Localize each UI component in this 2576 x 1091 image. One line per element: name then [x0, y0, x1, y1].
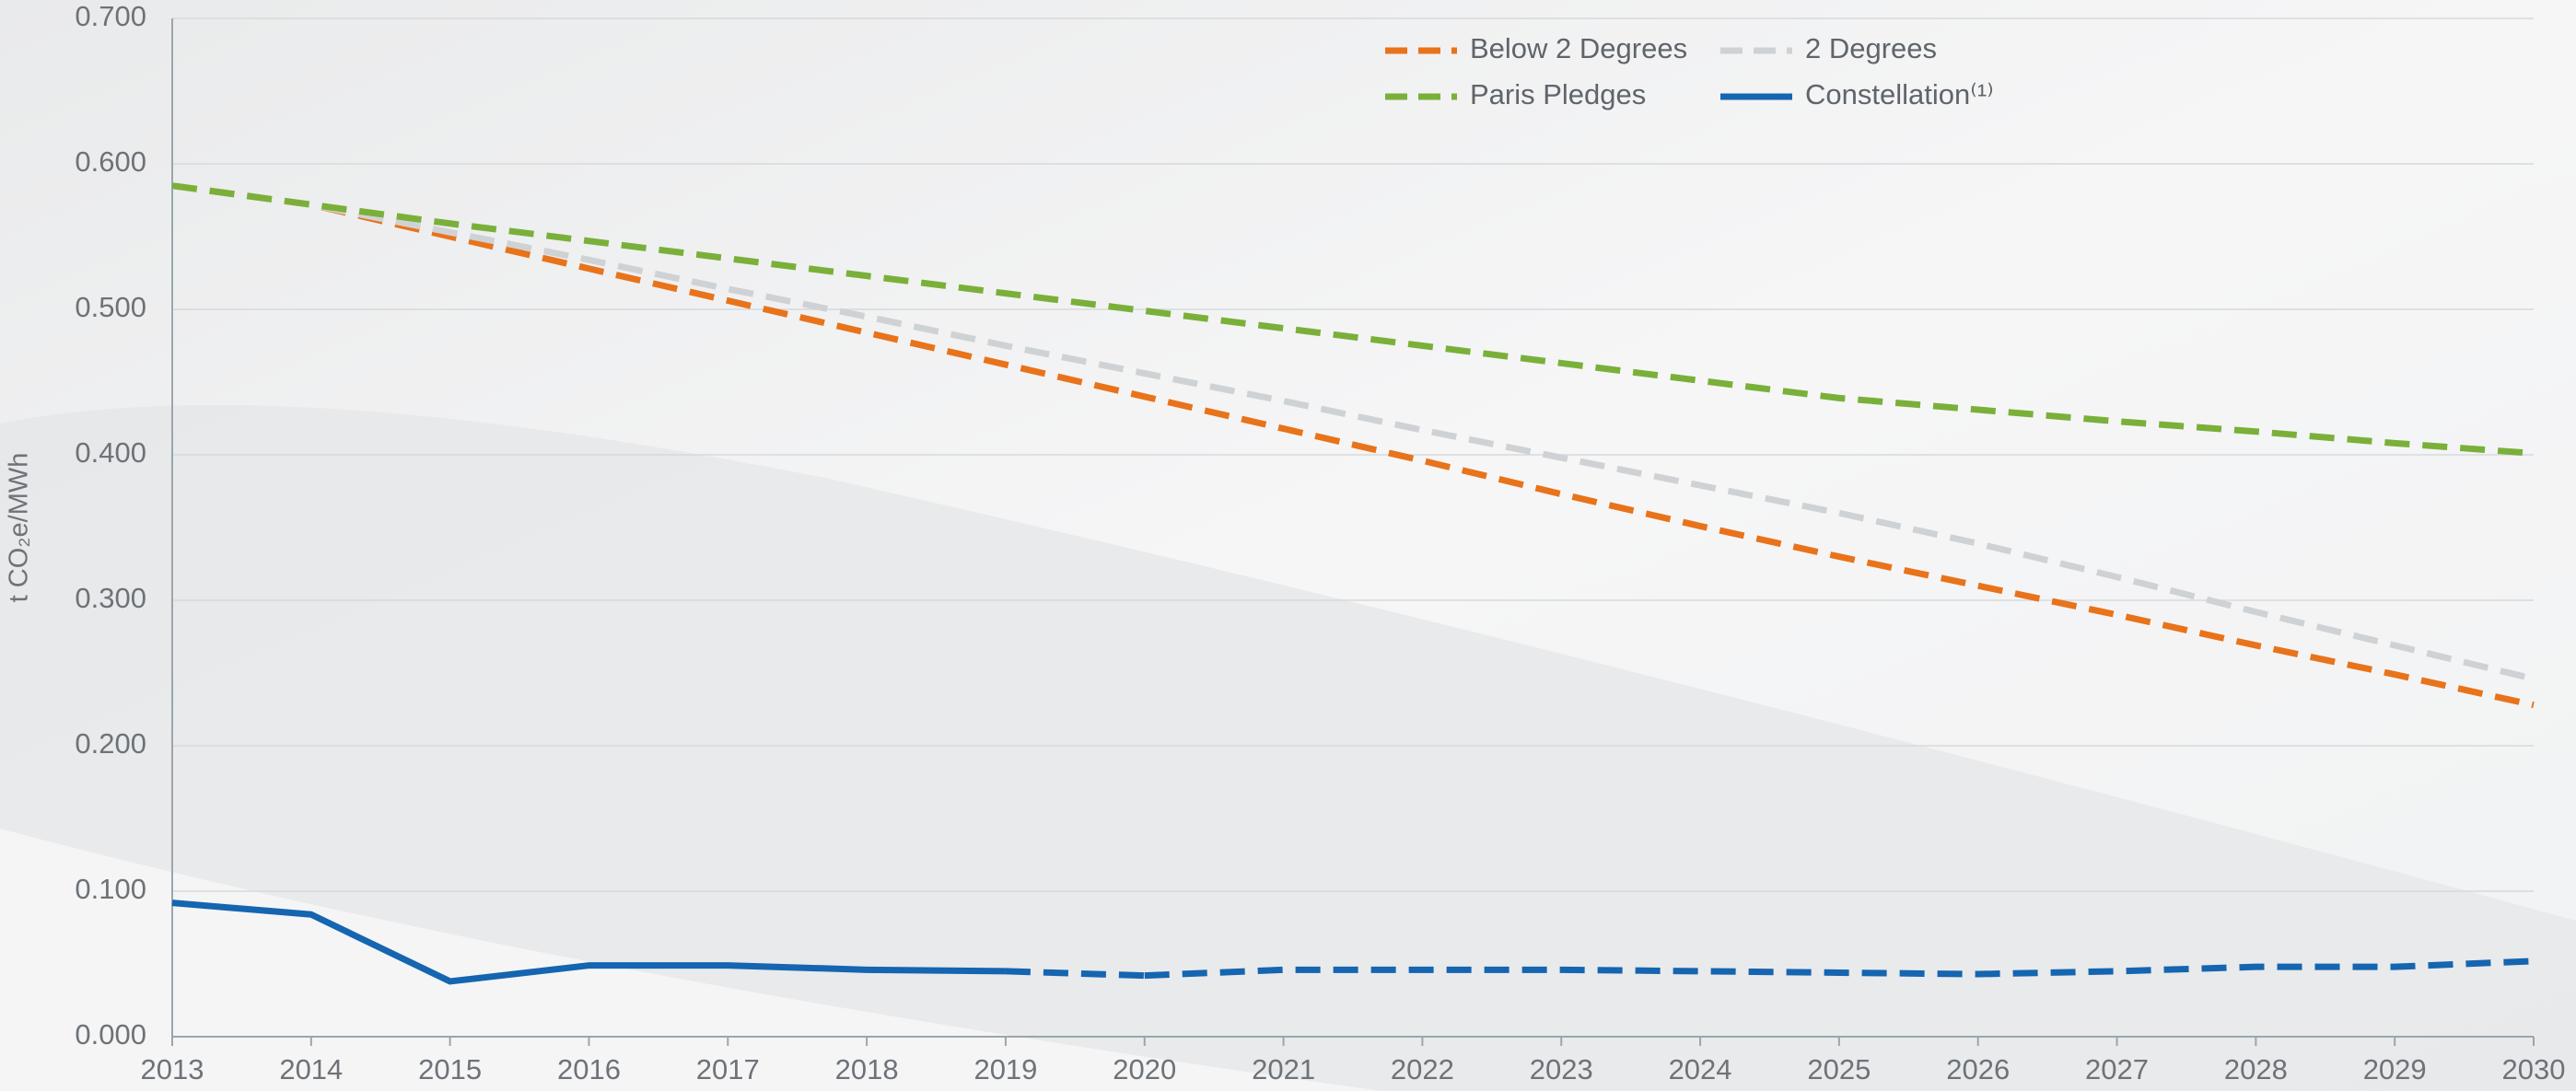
line [171, 182, 2535, 682]
background-swoosh [0, 405, 2576, 1091]
x-tick-label: 2028 [2224, 1053, 2288, 1085]
x-tick-label: 2017 [696, 1053, 760, 1085]
line-actual [171, 899, 1006, 985]
x-tick-label: 2019 [973, 1053, 1037, 1085]
line-projected [1144, 958, 2535, 980]
x-tick-label: 2023 [1530, 1053, 1593, 1085]
x-tick-label: 2030 [2502, 1053, 2566, 1085]
x-tick-label: 2013 [141, 1053, 204, 1085]
y-tick-label: 0.600 [75, 145, 146, 178]
x-tick-label: 2016 [557, 1053, 621, 1085]
x-tick-label: 2024 [1669, 1053, 1732, 1085]
x-tick-label: 2029 [2363, 1053, 2427, 1085]
x-tick-label: 2021 [1252, 1053, 1315, 1085]
y-tick-label: 0.500 [75, 291, 146, 323]
y-tick-label: 0.300 [75, 582, 146, 614]
x-tick-label: 2026 [1946, 1053, 2010, 1085]
x-tick-label: 2025 [1807, 1053, 1871, 1085]
y-tick-label: 0.100 [75, 873, 146, 905]
y-tick-label: 0.400 [75, 436, 146, 469]
x-tick-label: 2018 [835, 1053, 899, 1085]
legend-label: Below 2 Degrees [1470, 32, 1687, 64]
line [171, 182, 2535, 457]
line-connector [1005, 968, 1145, 980]
x-tick-label: 2022 [1391, 1053, 1454, 1085]
legend-label: Paris Pledges [1470, 78, 1646, 110]
x-tick-label: 2015 [418, 1053, 482, 1085]
y-tick-label: 0.200 [75, 727, 146, 760]
line [171, 182, 2535, 709]
legend-label: Constellation⁽¹⁾ [1805, 78, 1994, 110]
y-tick-label: 0.000 [75, 1018, 146, 1050]
x-tick-label: 2020 [1113, 1053, 1176, 1085]
y-tick-label: 0.700 [75, 0, 146, 32]
y-axis-label: t CO₂e/MWh [5, 453, 34, 603]
x-tick-label: 2027 [2085, 1053, 2149, 1085]
legend-label: 2 Degrees [1805, 32, 1937, 64]
background-swoosh [0, 829, 1381, 1091]
x-tick-label: 2014 [279, 1053, 343, 1085]
